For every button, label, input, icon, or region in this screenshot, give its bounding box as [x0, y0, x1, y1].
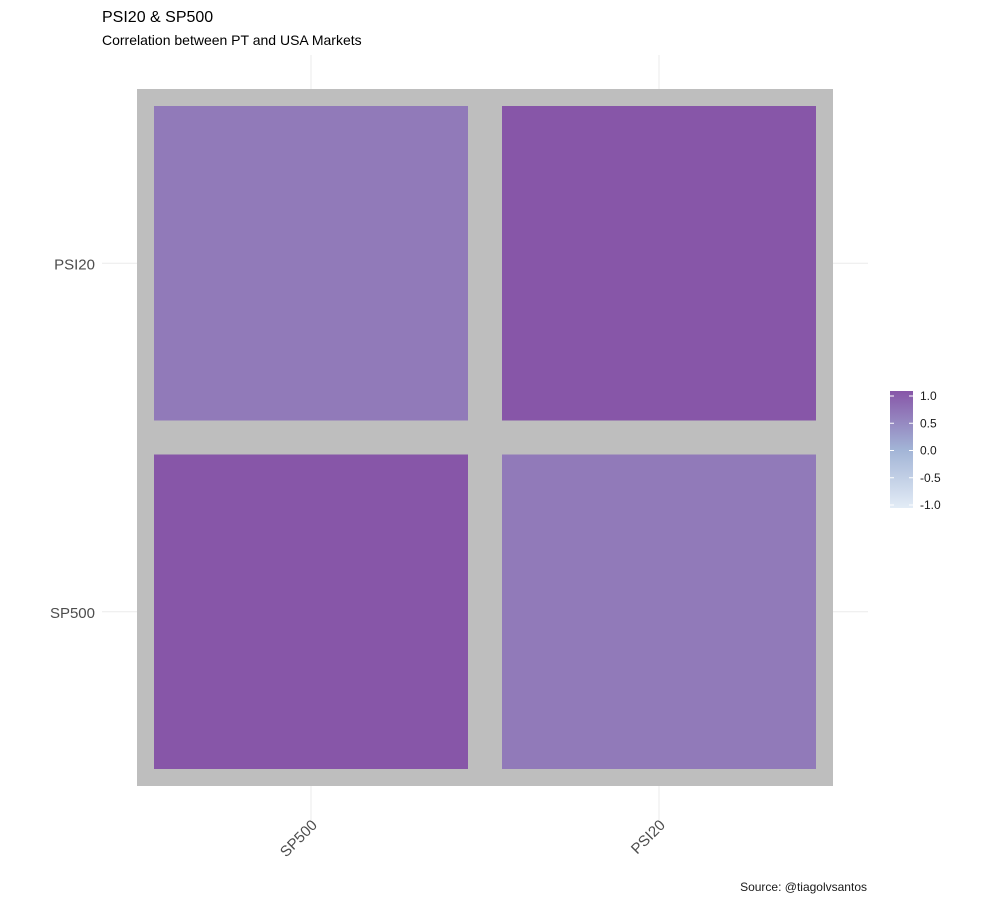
- x-axis-tick-labels: SP500 PSI20: [277, 817, 669, 861]
- tile-psi20-psi20: [502, 106, 816, 421]
- legend-tick-label: -0.5: [920, 471, 941, 485]
- legend-tick-label: 0.0: [920, 444, 937, 458]
- y-axis-tick-labels: PSI20 SP500: [50, 256, 95, 622]
- color-legend: 1.0 0.5 0.0 -0.5 -1.0: [890, 389, 941, 512]
- y-tick-label-psi20: PSI20: [54, 256, 95, 273]
- legend-ticks: 1.0 0.5 0.0 -0.5 -1.0: [890, 389, 941, 512]
- legend-tick-label: 1.0: [920, 389, 937, 403]
- legend-tick-label: -1.0: [920, 498, 941, 512]
- source-caption: Source: @tiagolvsantos: [740, 880, 867, 894]
- legend-tick-label: 0.5: [920, 416, 937, 430]
- x-tick-label-psi20: PSI20: [628, 817, 669, 858]
- legend-colorbar: [890, 391, 913, 508]
- heatmap-tiles: [137, 89, 833, 786]
- tile-psi20-sp500: [502, 454, 816, 769]
- tile-sp500-psi20: [154, 106, 468, 421]
- x-tick-label-sp500: SP500: [277, 817, 321, 861]
- chart-title: PSI20 & SP500: [102, 9, 213, 26]
- tile-sp500-sp500: [154, 454, 468, 769]
- chart-subtitle: Correlation between PT and USA Markets: [102, 32, 362, 48]
- y-tick-label-sp500: SP500: [50, 605, 95, 622]
